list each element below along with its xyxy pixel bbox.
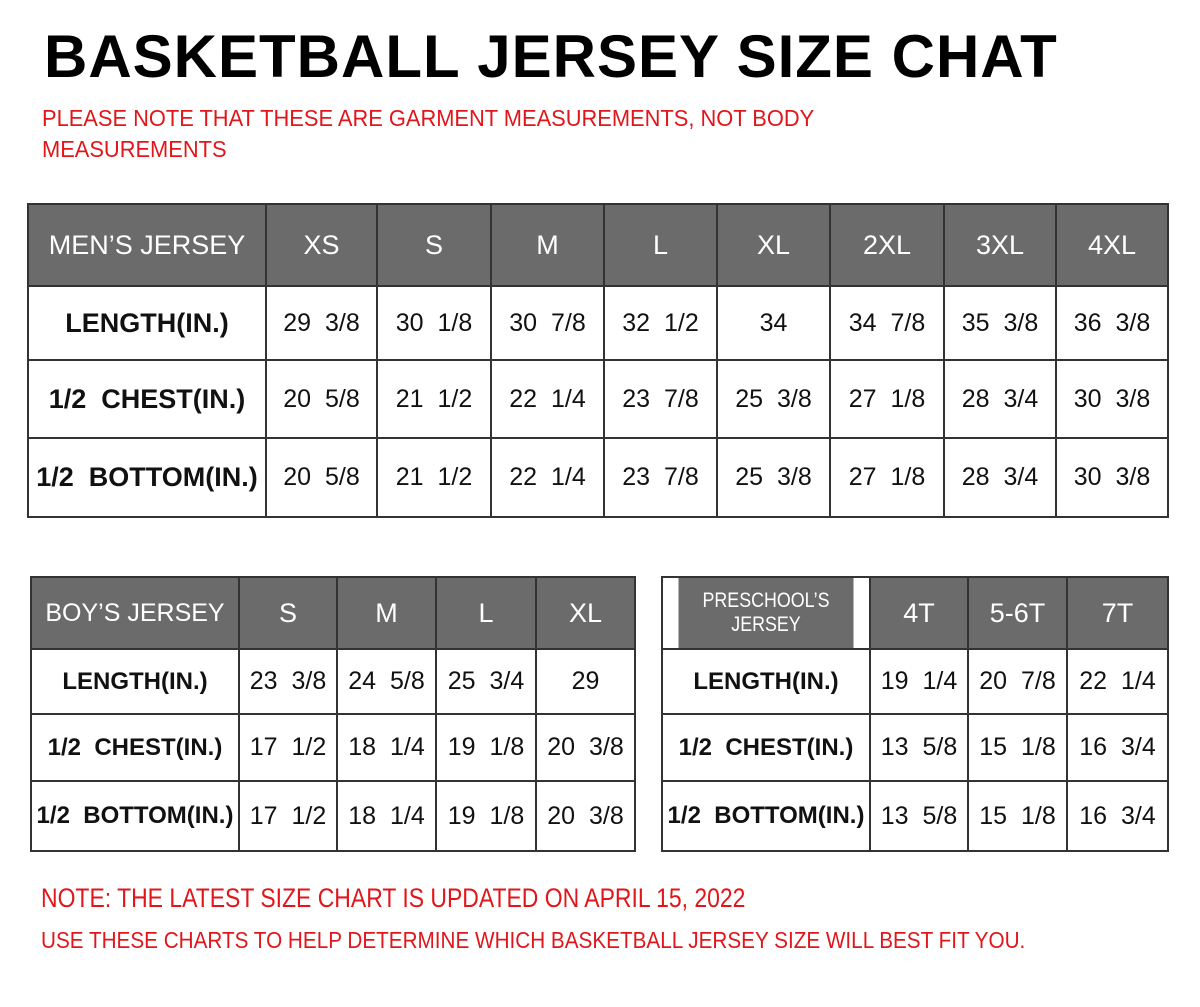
garment-measurement-note: PLEASE NOTE THAT THESE ARE GARMENT MEASU…	[42, 105, 814, 162]
size-header: S	[238, 576, 338, 650]
size-header: M	[490, 203, 605, 287]
measurement-cell: 23 7/8	[603, 359, 718, 439]
measurement-cell: 21 1/2	[376, 359, 492, 439]
measurement-cell: 32 1/2	[603, 285, 718, 361]
size-header: XL	[535, 576, 636, 650]
measurement-cell: 30 1/8	[376, 285, 492, 361]
measurement-label: 1/2 BOTTOM(IN.)	[27, 437, 267, 518]
measurement-cell: 23 7/8	[603, 437, 718, 518]
measurement-cell: 20 3/8	[535, 780, 636, 852]
measurement-cell: 30 7/8	[490, 285, 605, 361]
size-header: S	[376, 203, 492, 287]
size-header: L	[435, 576, 537, 650]
boys-size-table: BOY’S JERSEY S M L XL LENGTH(IN.) 23 3/8 24 5/8…	[30, 576, 636, 852]
mens-size-table: MEN’S JERSEY XS S M L XL 2XL 3XL 4XL LENGTH(IN.) 2…	[27, 203, 1169, 518]
fit-note: USE THESE CHARTS TO HELP DETERMINE WHICH…	[41, 927, 1026, 953]
preschool-size-table: PRESCHOOL’S JERSEY 4T 5-6T 7T LENGTH(IN.) 19 …	[661, 576, 1169, 852]
table-row: LENGTH(IN.) 23 3/8 24 5/8 25 3/4 29	[30, 648, 636, 715]
table-row: 1/2 CHEST(IN.) 17 1/2 18 1/4 19 1/8 20 3/8	[30, 713, 636, 782]
measurement-cell: 18 1/4	[336, 713, 437, 782]
measurement-cell: 36 3/8	[1055, 285, 1169, 361]
measurement-cell: 15 1/8	[967, 713, 1068, 782]
table-title: PRESCHOOL’S JERSEY	[676, 576, 856, 650]
measurement-cell: 16 3/4	[1066, 713, 1169, 782]
measurement-label: LENGTH(IN.)	[30, 648, 240, 715]
measurement-cell: 22 1/4	[1066, 648, 1169, 715]
table-row: 1/2 BOTTOM(IN.) 20 5/8 21 1/2 22 1/4 23 7/8 2…	[27, 437, 1169, 518]
measurement-label: 1/2 BOTTOM(IN.)	[661, 780, 871, 852]
measurement-cell: 30 3/8	[1055, 437, 1169, 518]
measurement-cell: 19 1/8	[435, 713, 537, 782]
measurement-cell: 25 3/4	[435, 648, 537, 715]
measurement-cell: 29 3/8	[265, 285, 378, 361]
measurement-label: LENGTH(IN.)	[661, 648, 871, 715]
table-row: LENGTH(IN.) 29 3/8 30 1/8 30 7/8 32 1/2 34 34 …	[27, 285, 1169, 361]
measurement-cell: 35 3/8	[943, 285, 1057, 361]
measurement-cell: 29	[535, 648, 636, 715]
size-header: L	[603, 203, 718, 287]
size-header: 5-6T	[967, 576, 1068, 650]
measurement-cell: 18 1/4	[336, 780, 437, 852]
measurement-cell: 13 5/8	[869, 780, 969, 852]
table-title: BOY’S JERSEY	[30, 576, 240, 650]
measurement-cell: 20 3/8	[535, 713, 636, 782]
measurement-cell: 22 1/4	[490, 437, 605, 518]
measurement-label: 1/2 CHEST(IN.)	[30, 713, 240, 782]
measurement-cell: 34	[716, 285, 831, 361]
size-header: XL	[716, 203, 831, 287]
measurement-label: 1/2 CHEST(IN.)	[661, 713, 871, 782]
measurement-cell: 28 3/4	[943, 437, 1057, 518]
size-header: 4XL	[1055, 203, 1169, 287]
measurement-cell: 23 3/8	[238, 648, 338, 715]
measurement-cell: 20 5/8	[265, 437, 378, 518]
table-row: 1/2 BOTTOM(IN.) 17 1/2 18 1/4 19 1/8 20 3/8	[30, 780, 636, 852]
measurement-cell: 20 5/8	[265, 359, 378, 439]
table-row: 1/2 CHEST(IN.) 20 5/8 21 1/2 22 1/4 23 7/8 25…	[27, 359, 1169, 439]
measurement-cell: 22 1/4	[490, 359, 605, 439]
table-row: 1/2 BOTTOM(IN.) 13 5/8 15 1/8 16 3/4	[661, 780, 1169, 852]
update-note: NOTE: THE LATEST SIZE CHART IS UPDATED O…	[41, 883, 746, 913]
measurement-label: 1/2 CHEST(IN.)	[27, 359, 267, 439]
table-title: MEN’S JERSEY	[27, 203, 267, 287]
measurement-cell: 19 1/8	[435, 780, 537, 852]
measurement-label: 1/2 BOTTOM(IN.)	[30, 780, 240, 852]
measurement-cell: 25 3/8	[716, 359, 831, 439]
size-header: 3XL	[943, 203, 1057, 287]
table-row: 1/2 CHEST(IN.) 13 5/8 15 1/8 16 3/4	[661, 713, 1169, 782]
measurement-cell: 27 1/8	[829, 359, 945, 439]
measurement-cell: 27 1/8	[829, 437, 945, 518]
size-header: XS	[265, 203, 378, 287]
table-row: LENGTH(IN.) 19 1/4 20 7/8 22 1/4	[661, 648, 1169, 715]
size-header: 4T	[869, 576, 969, 650]
measurement-cell: 17 1/2	[238, 780, 338, 852]
size-header: M	[336, 576, 437, 650]
measurement-cell: 17 1/2	[238, 713, 338, 782]
size-header: 7T	[1066, 576, 1169, 650]
measurement-cell: 24 5/8	[336, 648, 437, 715]
page-title: BASKETBALL JERSEY SIZE CHAT	[44, 23, 1058, 90]
measurement-label: LENGTH(IN.)	[27, 285, 267, 361]
measurement-cell: 25 3/8	[716, 437, 831, 518]
measurement-cell: 15 1/8	[967, 780, 1068, 852]
measurement-cell: 34 7/8	[829, 285, 945, 361]
measurement-cell: 16 3/4	[1066, 780, 1169, 852]
measurement-cell: 21 1/2	[376, 437, 492, 518]
measurement-cell: 30 3/8	[1055, 359, 1169, 439]
measurement-cell: 28 3/4	[943, 359, 1057, 439]
measurement-cell: 19 1/4	[869, 648, 969, 715]
measurement-cell: 13 5/8	[869, 713, 969, 782]
size-header: 2XL	[829, 203, 945, 287]
measurement-cell: 20 7/8	[967, 648, 1068, 715]
